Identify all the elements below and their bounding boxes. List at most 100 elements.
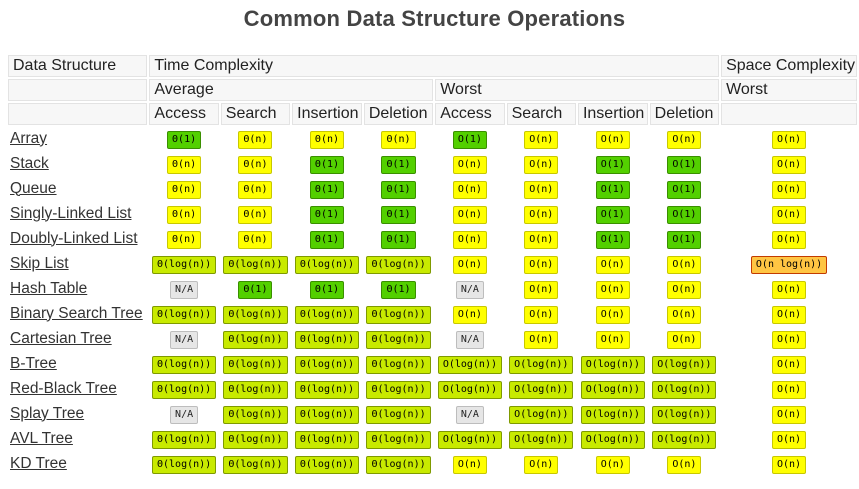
data-structure-cell: Stack (8, 152, 147, 175)
time-complexity-cell: N/A (435, 327, 504, 350)
complexity-badge: Θ(1) (309, 180, 345, 199)
time-complexity-cell: O(n) (578, 127, 648, 150)
complexity-badge: Θ(log(n)) (151, 255, 217, 274)
complexity-badge: O(n) (524, 130, 559, 149)
header-empty (8, 79, 148, 101)
time-complexity-cell: Θ(n) (221, 127, 290, 150)
data-structure-cell: Splay Tree (8, 402, 147, 425)
complexity-badge: O(n) (524, 205, 559, 224)
space-complexity-cell: O(n) (721, 177, 857, 200)
time-complexity-cell: O(n) (507, 252, 576, 275)
header-time-complexity: Time Complexity (149, 55, 720, 77)
complexity-table: Data Structure Time Complexity Space Com… (6, 53, 859, 477)
complexity-badge: O(n) (524, 305, 559, 324)
time-complexity-cell: Θ(log(n)) (221, 427, 290, 450)
complexity-badge: O(log(n)) (437, 355, 502, 374)
time-complexity-cell: O(n) (435, 252, 504, 275)
complexity-badge: Θ(n) (238, 155, 273, 174)
data-structure-cell: Queue (8, 177, 147, 200)
complexity-badge: Θ(n) (381, 130, 416, 149)
header-row-1: Data Structure Time Complexity Space Com… (8, 55, 857, 77)
complexity-badge: N/A (170, 405, 199, 424)
complexity-badge: O(n) (771, 155, 807, 174)
data-structure-link[interactable]: Singly-Linked List (10, 204, 132, 222)
complexity-badge: O(n) (524, 455, 559, 474)
space-complexity-cell: O(n) (721, 427, 857, 450)
complexity-badge: Θ(1) (309, 230, 345, 249)
time-complexity-cell: Θ(log(n)) (364, 302, 433, 325)
time-complexity-cell: O(log(n)) (435, 377, 504, 400)
time-complexity-cell: O(n) (650, 327, 719, 350)
time-complexity-cell: Θ(1) (292, 152, 362, 175)
time-complexity-cell: Θ(1) (292, 227, 362, 250)
time-complexity-cell: O(1) (578, 152, 648, 175)
data-structure-link[interactable]: Hash Table (10, 279, 88, 297)
time-complexity-cell: Θ(1) (292, 177, 362, 200)
complexity-badge: Θ(n) (238, 230, 273, 249)
time-complexity-cell: Θ(log(n)) (364, 252, 433, 275)
complexity-badge: Θ(log(n)) (223, 255, 288, 274)
time-complexity-cell: Θ(log(n)) (364, 377, 433, 400)
complexity-badge: Θ(n) (167, 155, 202, 174)
data-structure-link[interactable]: Doubly-Linked List (10, 229, 138, 247)
time-complexity-cell: Θ(log(n)) (221, 377, 290, 400)
time-complexity-cell: Θ(1) (364, 177, 433, 200)
data-structure-link[interactable]: Red-Black Tree (10, 379, 117, 397)
complexity-badge: Θ(log(n)) (294, 430, 360, 449)
complexity-badge: O(n) (595, 280, 630, 299)
time-complexity-cell: Θ(1) (364, 202, 433, 225)
time-complexity-cell: O(n) (650, 452, 719, 475)
complexity-badge: O(log(n)) (509, 430, 574, 449)
header-empty (8, 103, 148, 125)
time-complexity-cell: Θ(1) (221, 277, 290, 300)
complexity-badge: Θ(log(n)) (223, 430, 288, 449)
complexity-badge: O(n) (595, 330, 630, 349)
data-structure-link[interactable]: B-Tree (10, 354, 57, 372)
complexity-badge: Θ(1) (381, 230, 416, 249)
time-complexity-cell: O(n) (435, 227, 504, 250)
data-structure-cell: Singly-Linked List (8, 202, 147, 225)
complexity-badge: O(n) (524, 155, 559, 174)
time-complexity-cell: Θ(log(n)) (364, 352, 433, 375)
time-complexity-cell: O(1) (650, 227, 719, 250)
complexity-badge: O(1) (667, 155, 702, 174)
complexity-badge: O(n) (771, 430, 807, 449)
time-complexity-cell: Θ(1) (149, 127, 218, 150)
time-complexity-cell: O(n) (507, 177, 576, 200)
complexity-badge: O(n) (771, 380, 807, 399)
complexity-badge: Θ(log(n)) (151, 380, 217, 399)
time-complexity-cell: Θ(log(n)) (292, 352, 362, 375)
time-complexity-cell: Θ(log(n)) (221, 352, 290, 375)
space-complexity-cell: O(n) (721, 202, 857, 225)
data-structure-link[interactable]: AVL Tree (10, 429, 73, 447)
complexity-badge: O(n) (771, 355, 807, 374)
time-complexity-cell: Θ(log(n)) (149, 427, 218, 450)
time-complexity-cell: O(1) (650, 202, 719, 225)
data-structure-link[interactable]: Cartesian Tree (10, 329, 112, 347)
time-complexity-cell: N/A (149, 277, 218, 300)
complexity-badge: Θ(1) (381, 205, 416, 224)
time-complexity-cell: Θ(1) (364, 227, 433, 250)
complexity-badge: Θ(log(n)) (294, 305, 360, 324)
time-complexity-cell: Θ(n) (149, 202, 218, 225)
table-row: Array Θ(1) Θ(n) Θ(n) Θ(n) O(1) O(n) O(n) O(n) O(n… (8, 127, 857, 150)
data-structure-link[interactable]: Splay Tree (10, 404, 85, 422)
data-structure-link[interactable]: Skip List (10, 254, 69, 272)
complexity-badge: O(log(n)) (580, 430, 645, 449)
complexity-badge: O(n) (524, 280, 559, 299)
time-complexity-cell: O(log(n)) (578, 352, 648, 375)
time-complexity-cell: O(1) (578, 227, 648, 250)
complexity-badge: Θ(log(n)) (294, 380, 360, 399)
time-complexity-cell: Θ(log(n)) (149, 377, 218, 400)
data-structure-link[interactable]: KD Tree (10, 454, 67, 472)
time-complexity-cell: N/A (149, 402, 218, 425)
data-structure-link[interactable]: Binary Search Tree (10, 304, 143, 322)
data-structure-link[interactable]: Array (10, 129, 48, 147)
time-complexity-cell: Θ(log(n)) (292, 302, 362, 325)
complexity-badge: O(log(n)) (652, 380, 717, 399)
data-structure-link[interactable]: Queue (10, 179, 57, 197)
complexity-badge: Θ(log(n)) (294, 330, 360, 349)
complexity-badge: O(n) (771, 280, 807, 299)
data-structure-link[interactable]: Stack (10, 154, 49, 172)
